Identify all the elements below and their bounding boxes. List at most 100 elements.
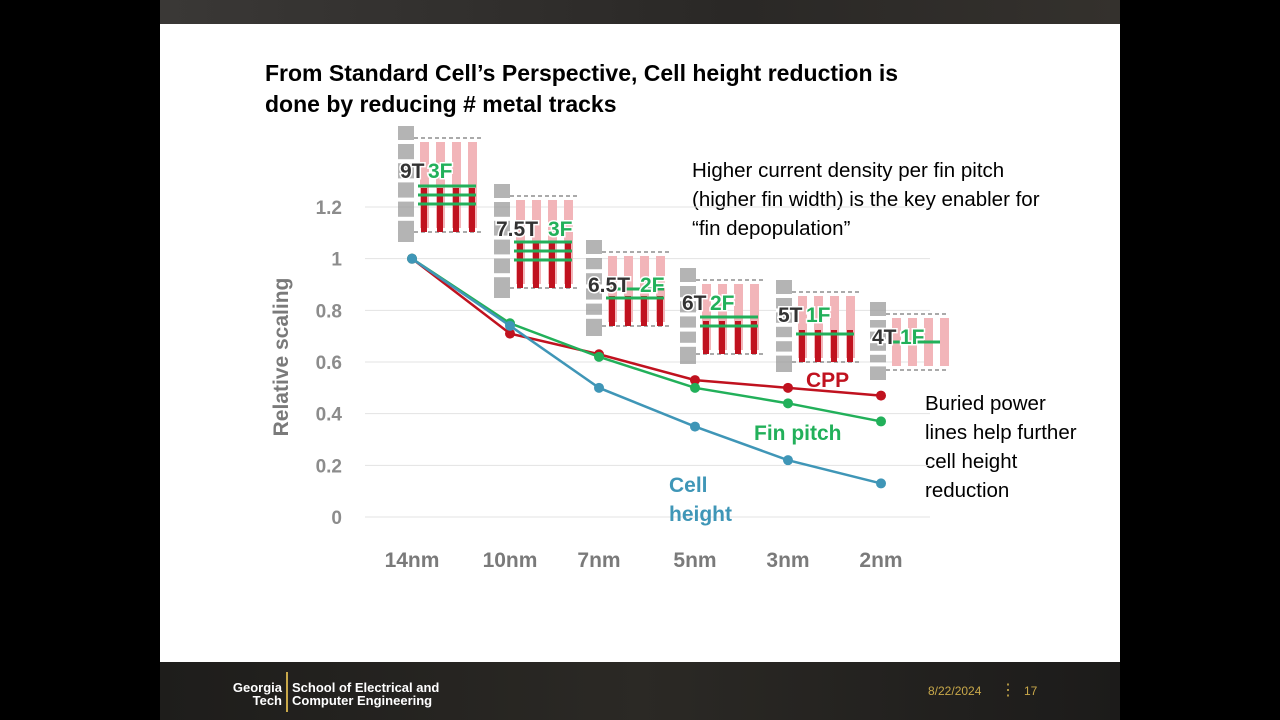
y-tick-label: 0.8 bbox=[316, 301, 342, 322]
fin-pitch-line bbox=[411, 257, 882, 423]
cpp-line bbox=[411, 257, 882, 397]
cell-height-point bbox=[407, 253, 417, 264]
fin-count-label: 1F bbox=[900, 326, 925, 349]
gate-active bbox=[847, 330, 853, 362]
bpr-note-line-3: cell height bbox=[925, 450, 1018, 473]
gate-active bbox=[421, 188, 427, 232]
logo-line-2: Tech bbox=[252, 693, 282, 708]
gate-active bbox=[735, 321, 741, 354]
x-tick-label: 7nm bbox=[577, 549, 620, 572]
logo-wordmark: Georgia Tech bbox=[220, 681, 282, 707]
track-count-label: 9T bbox=[400, 160, 425, 183]
y-tick-label: 0.2 bbox=[316, 456, 342, 477]
gate-active bbox=[453, 188, 459, 232]
fin-count-label: 2F bbox=[640, 274, 665, 297]
rail-gap bbox=[398, 140, 414, 144]
rail-gap bbox=[398, 178, 414, 183]
gate-active bbox=[517, 243, 523, 288]
cell-height-point bbox=[876, 478, 886, 489]
gate-active bbox=[625, 296, 631, 326]
gate-active bbox=[469, 188, 475, 232]
footer: 8/22/2024 ⋮ 17 bbox=[160, 662, 1120, 720]
fin-note-line-3: “fin depopulation” bbox=[692, 217, 851, 240]
fin-count-label: 3F bbox=[548, 218, 573, 241]
rail-gap bbox=[586, 299, 602, 304]
rail-gap bbox=[494, 198, 510, 202]
rail-gap bbox=[494, 254, 510, 259]
gate-active bbox=[565, 243, 571, 288]
school-name: School of Electrical and Computer Engine… bbox=[292, 681, 532, 707]
gate-column bbox=[830, 296, 839, 358]
fin-pitch-point bbox=[690, 382, 700, 393]
fin-count-label: 1F bbox=[806, 304, 831, 327]
bpr-note-line-2: lines help further bbox=[925, 421, 1077, 444]
y-tick-label: 0 bbox=[331, 508, 342, 529]
cpp-series-label: CPP bbox=[806, 369, 849, 392]
track-count-label: 4T bbox=[872, 326, 897, 349]
rail-gap bbox=[494, 216, 510, 221]
rail-gap bbox=[398, 159, 414, 164]
track-count-label: 6T bbox=[682, 292, 707, 315]
rail-gap bbox=[680, 312, 696, 317]
gate-active bbox=[831, 330, 837, 362]
x-tick-label: 3nm bbox=[766, 549, 809, 572]
fin-note-line-1: Higher current density per fin pitch bbox=[692, 159, 1005, 182]
track-count-label: 6.5T bbox=[588, 274, 630, 297]
footer-separator: ⋮ bbox=[1000, 682, 1016, 699]
rail-gap bbox=[776, 351, 792, 356]
gate-column bbox=[940, 318, 949, 366]
x-tick-label: 2nm bbox=[859, 549, 902, 572]
gate-active bbox=[641, 296, 647, 326]
title-line-2: done by reducing # metal tracks bbox=[265, 91, 617, 117]
rail-gap bbox=[680, 282, 696, 286]
cell-height-point bbox=[783, 455, 793, 466]
slide-title: From Standard Cell’s Perspective, Cell h… bbox=[265, 58, 1065, 120]
rail-gap bbox=[680, 327, 696, 332]
logo-line-1: Georgia bbox=[232, 680, 282, 695]
title-line-1: From Standard Cell’s Perspective, Cell h… bbox=[265, 60, 899, 86]
gate-active bbox=[437, 188, 443, 232]
cpp-point bbox=[505, 328, 515, 339]
footer-page-number: 17 bbox=[1024, 684, 1038, 698]
rail-gap bbox=[776, 308, 792, 313]
fin-pitch-series-label: Fin pitch bbox=[754, 422, 842, 445]
top-bar bbox=[160, 0, 1120, 24]
cell-height-series-label-line-1: Cell bbox=[669, 474, 708, 497]
y-tick-label: 0.6 bbox=[316, 353, 342, 374]
cpp-point bbox=[876, 390, 886, 401]
rail-gap bbox=[870, 362, 886, 367]
gate-active bbox=[719, 321, 725, 354]
rail-gap bbox=[586, 254, 602, 258]
fin-pitch-point bbox=[783, 398, 793, 409]
rail-gap bbox=[398, 197, 414, 202]
rail-gap bbox=[776, 294, 792, 298]
rail-gap bbox=[680, 342, 696, 347]
cell-height-series-label-line-2: height bbox=[669, 503, 732, 526]
rail-gap bbox=[776, 337, 792, 342]
cell-height-point bbox=[690, 421, 700, 432]
cell-height-point bbox=[594, 382, 604, 393]
rail-gap bbox=[870, 339, 886, 344]
cell-height-point bbox=[505, 320, 515, 331]
gate-active bbox=[751, 321, 757, 354]
scaling-chart: 0 0.2 0.4 0.6 0.8 1 1.2 Relative scaling 14nm 10n… bbox=[270, 126, 949, 572]
fin-count-label: 3F bbox=[428, 160, 453, 183]
bpr-note-line-1: Buried power bbox=[925, 392, 1046, 415]
rail-gap bbox=[870, 327, 886, 332]
fin-count-label: 2F bbox=[710, 292, 735, 315]
gate-active bbox=[815, 330, 821, 362]
gate-column bbox=[814, 296, 823, 358]
x-tick-label: 10nm bbox=[483, 549, 538, 572]
y-tick-label: 1.2 bbox=[316, 198, 342, 219]
rail-gap bbox=[494, 273, 510, 278]
bpr-note-line-4: reduction bbox=[925, 479, 1010, 502]
y-axis-label: Relative scaling bbox=[270, 278, 293, 437]
fin-width-note: Higher current density per fin pitch (hi… bbox=[692, 156, 1112, 243]
cell-height-line bbox=[411, 257, 882, 485]
gate-active bbox=[533, 243, 539, 288]
rail-gap bbox=[586, 314, 602, 319]
school-line-1: School of Electrical and bbox=[292, 680, 440, 695]
cpp-point bbox=[690, 375, 700, 386]
track-count-label: 5T bbox=[778, 304, 803, 327]
fin-note-line-2: (higher fin width) is the key enabler fo… bbox=[692, 188, 1040, 211]
